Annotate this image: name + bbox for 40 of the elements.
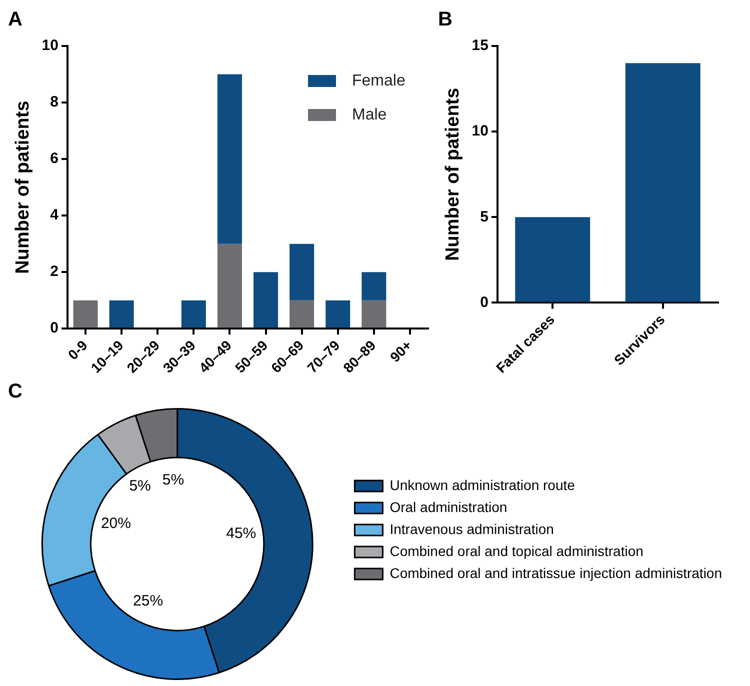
bar — [290, 244, 314, 300]
legend-label: Combined oral and intratissue injection administration — [390, 564, 722, 581]
chart-title: A — [8, 8, 22, 31]
x-tick-label: 90+ — [386, 337, 415, 366]
y-tick-label: 2 — [50, 263, 58, 280]
data-label: 45% — [226, 525, 256, 542]
legend-label: Oral administration — [390, 498, 508, 515]
bar — [362, 300, 386, 328]
bar — [217, 74, 242, 244]
x-tick-label: 0-9 — [64, 336, 91, 363]
bar — [326, 300, 350, 328]
y-axis-title: Number of patients — [12, 100, 34, 274]
legend-label: Unknown administration route — [390, 476, 576, 493]
bar — [290, 300, 314, 328]
y-tick-label: 4 — [50, 206, 60, 224]
y-tick-label: 5 — [480, 208, 488, 226]
y-tick-label: 15 — [472, 37, 488, 54]
y-tick-label: 0 — [50, 320, 58, 337]
bar — [109, 300, 134, 328]
bar — [217, 244, 242, 328]
y-tick-label: 10 — [42, 37, 58, 54]
bar — [73, 300, 98, 328]
bar — [181, 300, 206, 328]
data-label: 5% — [129, 478, 151, 495]
y-tick-label: 8 — [50, 94, 58, 111]
y-tick-label: 10 — [472, 122, 488, 140]
y-axis-title: Number of patients — [442, 88, 464, 261]
data-label: 5% — [162, 471, 184, 488]
data-label: 25% — [133, 592, 164, 610]
y-tick-label: 6 — [50, 150, 58, 168]
legend-label: Intravenous administration — [390, 520, 554, 537]
legend-label: Combined oral and topical administration — [390, 542, 644, 559]
chart-title: C — [8, 380, 22, 403]
bar — [362, 272, 386, 300]
chart-title: B — [438, 8, 452, 31]
data-label: 20% — [100, 515, 131, 532]
legend-label: Male — [352, 106, 387, 124]
bar — [254, 272, 278, 328]
y-tick-label: 0 — [480, 294, 488, 311]
legend-label: Female — [352, 72, 406, 90]
